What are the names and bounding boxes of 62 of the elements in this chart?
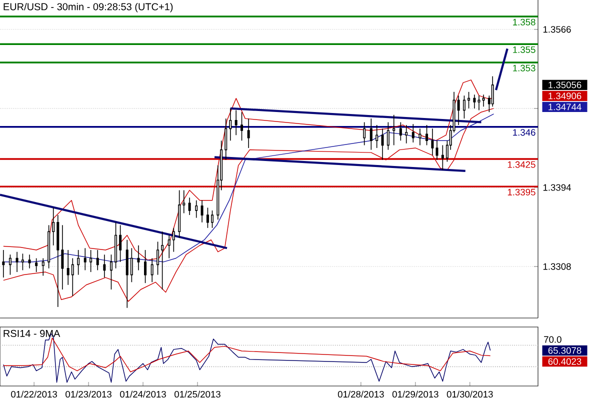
y-tick-label: 1.3394	[543, 184, 571, 191]
candlestick	[119, 224, 122, 262]
chart-title: EUR/USD - 30min - 09:28:53 (UTC+1)	[4, 2, 173, 12]
x-tick-label: 01/28/2013	[338, 390, 384, 398]
ref-line-label: 1.358	[513, 18, 536, 26]
x-tick-label: 01/30/2013	[446, 390, 493, 398]
candlestick	[195, 200, 198, 218]
candlestick	[150, 258, 154, 283]
candlestick	[188, 197, 191, 216]
candlestick	[491, 76, 494, 108]
candlestick	[103, 254, 106, 278]
ref-line-label: 1.3425	[508, 161, 536, 168]
candlestick	[457, 95, 460, 126]
candlestick	[473, 94, 476, 109]
candlestick	[28, 254, 31, 269]
candlestick	[418, 128, 422, 146]
ref-line-label: 1.3395	[508, 188, 536, 196]
ref-line-label: 1.353	[513, 64, 536, 72]
text: 1.34906	[548, 92, 582, 100]
candlestick	[436, 140, 438, 160]
candlestick	[61, 224, 64, 290]
candlestick	[71, 258, 74, 296]
candlestick	[431, 128, 434, 156]
candlestick	[84, 248, 86, 271]
candlestick	[200, 200, 204, 223]
candlestick	[96, 250, 99, 271]
candlestick	[2, 250, 5, 278]
candlestick	[441, 144, 444, 170]
text: 60.4023	[548, 358, 582, 365]
candlestick	[42, 258, 44, 276]
candlestick	[56, 214, 60, 308]
candlestick	[16, 251, 18, 272]
candlestick	[182, 190, 186, 214]
candlestick	[392, 114, 396, 146]
candlestick	[247, 118, 250, 148]
text: 70.0	[544, 336, 562, 343]
ref-line-label: 1.346	[513, 129, 536, 136]
candlestick	[52, 207, 55, 246]
candlestick	[161, 231, 164, 290]
text: 1.35056	[548, 82, 582, 88]
y-tick-label: 1.3308	[543, 263, 571, 270]
candlestick	[381, 128, 384, 160]
x-tick-label: 01/22/2013	[11, 390, 57, 398]
candlestick	[229, 108, 232, 142]
candlestick	[224, 118, 228, 160]
x-tick-label: 01/25/2013	[174, 390, 220, 398]
candlestick	[240, 112, 244, 142]
x-tick-label: 01/29/2013	[392, 390, 438, 398]
candlestick	[66, 250, 70, 286]
chart-title: RSI14 - 9MA	[4, 330, 60, 338]
candlestick	[478, 95, 480, 111]
candlestick	[234, 110, 238, 136]
text: 65.3078	[548, 347, 582, 354]
candlestick	[370, 118, 372, 150]
ref-line-label: 1.355	[513, 46, 536, 53]
candlestick	[126, 239, 128, 308]
x-tick-label: 01/23/2013	[66, 390, 112, 398]
y-tick-label: 1.3566	[543, 26, 571, 33]
candlestick	[137, 244, 140, 271]
candlestick	[168, 234, 170, 259]
text: 1.34744	[548, 104, 582, 110]
x-tick-label: 01/24/2013	[120, 390, 166, 398]
